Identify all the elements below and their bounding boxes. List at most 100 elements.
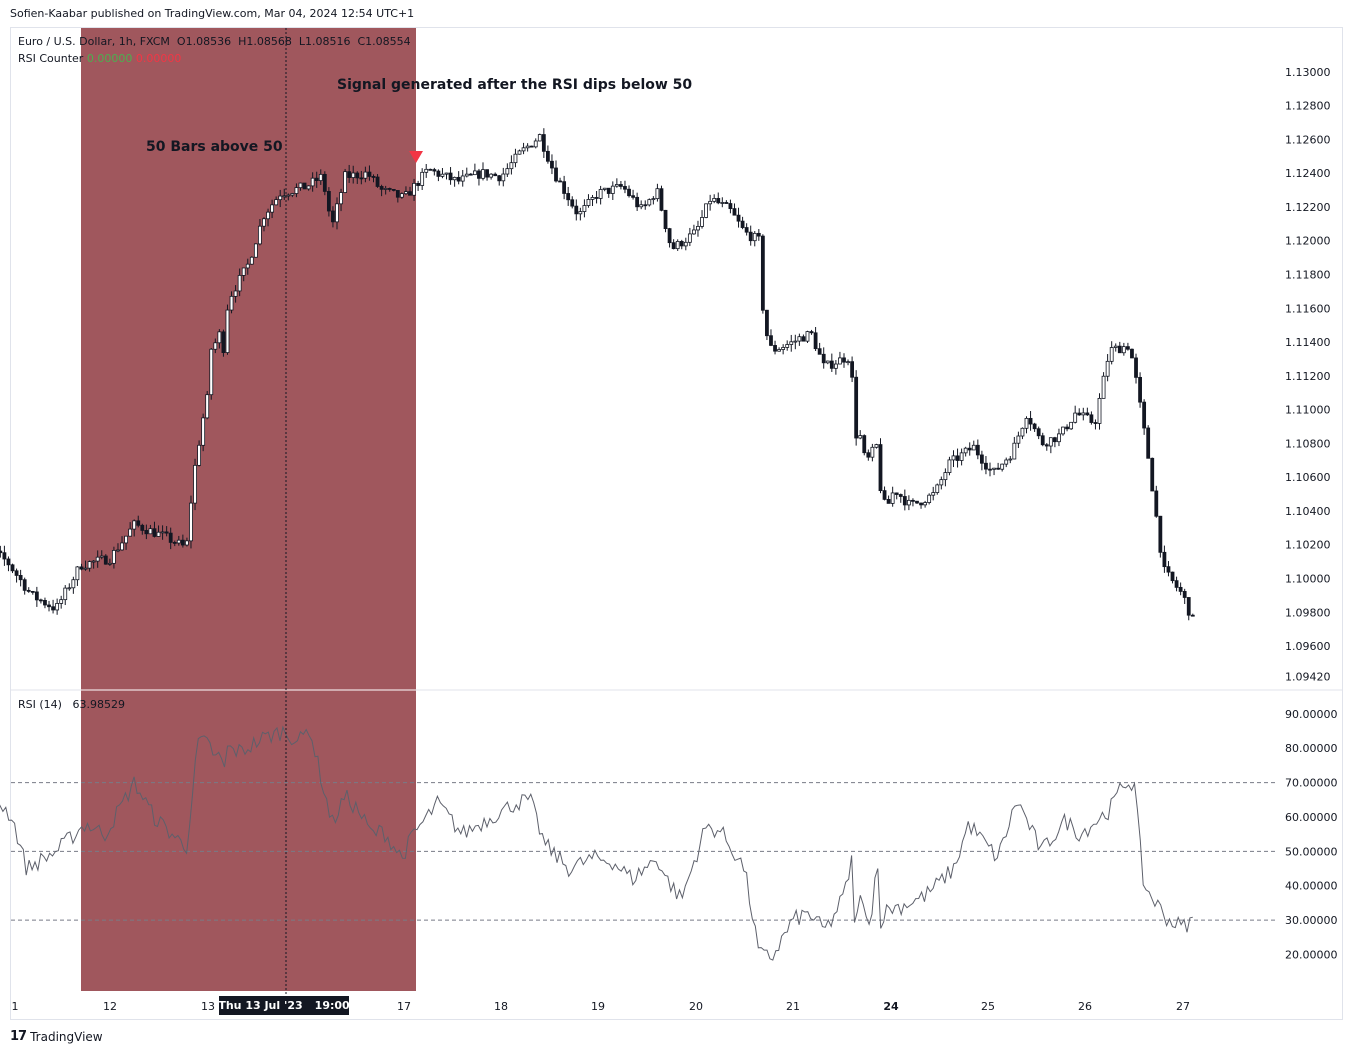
candle xyxy=(1069,421,1074,430)
candle-body xyxy=(440,173,445,177)
candle-body xyxy=(501,173,506,182)
candle-body xyxy=(1150,457,1155,492)
candle-body xyxy=(846,361,850,364)
candle-body xyxy=(489,173,494,178)
candle xyxy=(1113,343,1118,352)
candle-body xyxy=(262,218,266,227)
candle-body xyxy=(26,589,31,592)
candle-body xyxy=(760,235,765,311)
candle xyxy=(1024,416,1029,434)
candle-body xyxy=(582,205,587,212)
candle xyxy=(951,450,956,468)
candle-body xyxy=(1146,427,1151,459)
candle xyxy=(1170,571,1175,584)
candle xyxy=(842,353,846,368)
candle-body xyxy=(882,490,887,500)
candle-body xyxy=(939,479,944,486)
candle xyxy=(696,220,700,237)
candle xyxy=(383,185,388,195)
candle-body xyxy=(1036,428,1041,437)
rsi-line-layer xyxy=(0,725,1193,961)
candle xyxy=(132,519,137,537)
crosshair-date: Thu 13 Jul '23 xyxy=(218,999,303,1012)
price-axis-label: 1.12600 xyxy=(1285,133,1331,146)
candle-body xyxy=(367,171,372,177)
candle-body xyxy=(225,309,230,353)
ohlc-low: L1.08516 xyxy=(298,35,351,48)
candle-body xyxy=(270,204,274,213)
candle-body xyxy=(821,353,826,364)
candle-body xyxy=(797,336,802,342)
candle xyxy=(1130,348,1134,359)
candle xyxy=(748,225,753,246)
candle xyxy=(1000,463,1005,472)
candle-body xyxy=(975,444,980,456)
price-axis-label: 1.10400 xyxy=(1285,505,1331,518)
candle xyxy=(408,186,412,196)
candle xyxy=(700,210,704,229)
candle xyxy=(253,243,258,258)
candle xyxy=(128,522,133,537)
candle-body xyxy=(716,198,721,204)
candle-body xyxy=(1186,597,1191,616)
candle xyxy=(322,171,327,196)
candle-body xyxy=(326,191,331,212)
candle xyxy=(112,546,116,569)
candle-body xyxy=(75,566,80,581)
signal-marker-icon xyxy=(409,151,423,163)
candle xyxy=(915,500,919,504)
candle-body xyxy=(679,241,684,247)
candle-body xyxy=(452,176,457,181)
chart-frame xyxy=(10,27,1343,1020)
candle-body xyxy=(1069,421,1074,430)
candle-body xyxy=(493,173,498,177)
candle-body xyxy=(375,176,380,187)
candle xyxy=(902,489,907,511)
candle xyxy=(144,524,149,540)
candle-body xyxy=(598,189,603,199)
candle-body xyxy=(570,199,575,207)
candle xyxy=(71,576,76,594)
candle xyxy=(781,344,786,355)
price-axis-label: 1.11200 xyxy=(1285,370,1331,383)
candle-body xyxy=(687,233,692,243)
candle xyxy=(1085,407,1090,416)
candle-body xyxy=(785,344,790,348)
rsi-axis-label: 70.00000 xyxy=(1285,777,1338,790)
candle-body xyxy=(1130,348,1134,359)
rsi-line xyxy=(0,725,1193,961)
candle-body xyxy=(1004,459,1009,465)
candle-body xyxy=(253,243,258,258)
candle xyxy=(635,192,640,211)
candle xyxy=(1020,427,1025,440)
candle-body xyxy=(971,444,976,451)
candle xyxy=(1081,407,1086,421)
candle xyxy=(262,217,266,232)
candle-body xyxy=(1044,444,1049,447)
candle-body xyxy=(1040,435,1045,446)
candle-body xyxy=(420,171,425,186)
candle-body xyxy=(586,199,591,206)
tradingview-logo[interactable]: 17 TradingView xyxy=(10,1029,103,1044)
candle-body xyxy=(996,467,1001,470)
candle-body xyxy=(748,231,753,242)
candle-body xyxy=(1117,345,1122,354)
candle xyxy=(452,176,457,187)
candle xyxy=(760,234,765,314)
candle xyxy=(663,209,668,233)
candle-body xyxy=(152,528,157,537)
candle xyxy=(716,192,721,205)
candle xyxy=(947,456,952,476)
candle xyxy=(671,239,676,250)
candle xyxy=(1044,443,1049,451)
ohlc-open: O1.08536 xyxy=(176,35,232,48)
candle-body xyxy=(1158,515,1163,553)
candle xyxy=(63,585,68,606)
bars-annotation: 50 Bars above 50 xyxy=(146,139,283,155)
candle-body xyxy=(1097,397,1102,424)
candle-body xyxy=(485,169,489,178)
candle-body xyxy=(651,198,656,201)
candle-body xyxy=(1024,417,1029,429)
candle xyxy=(274,196,279,206)
